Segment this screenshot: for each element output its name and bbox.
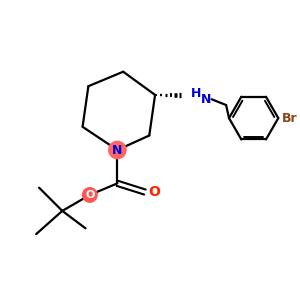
- Text: Br: Br: [282, 112, 297, 124]
- Circle shape: [109, 141, 126, 159]
- Text: O: O: [148, 185, 160, 199]
- Text: N: N: [112, 143, 123, 157]
- Text: O: O: [85, 190, 94, 200]
- Text: H: H: [190, 87, 201, 100]
- Text: N: N: [201, 93, 211, 106]
- Circle shape: [82, 188, 97, 202]
